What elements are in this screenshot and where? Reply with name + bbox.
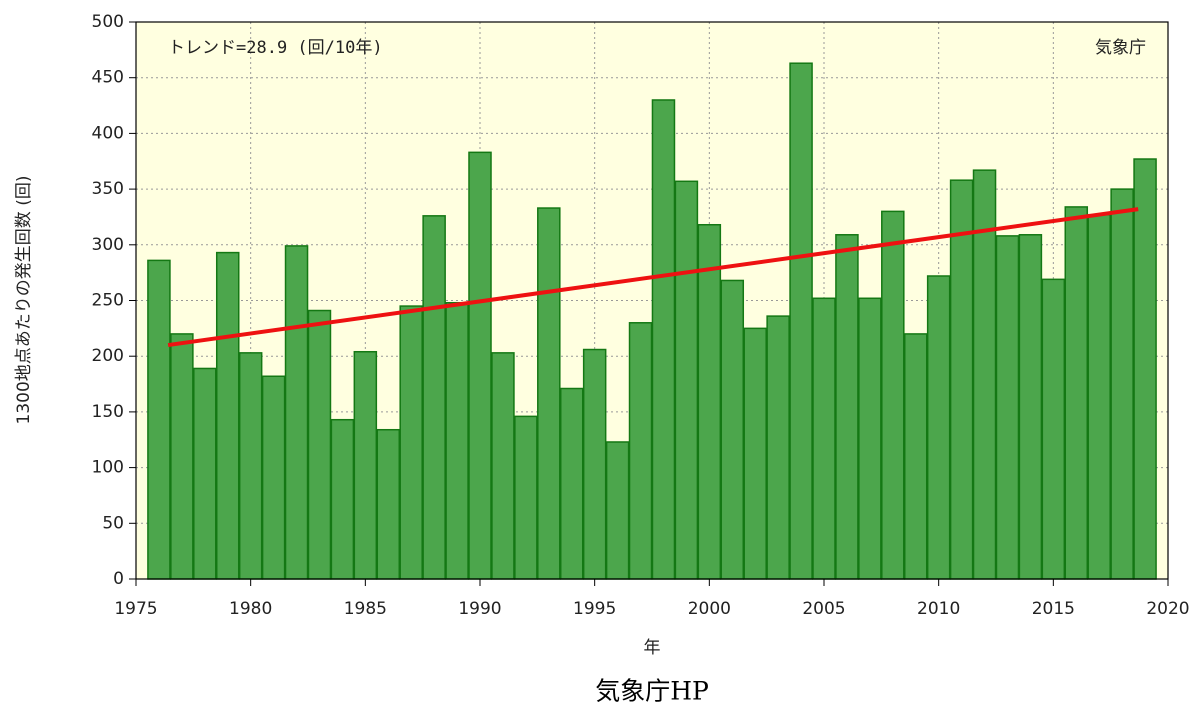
bar [238,352,263,580]
bar [215,251,240,580]
y-tick-label: 250 [92,291,124,311]
bar [1110,188,1134,580]
bar [261,375,286,580]
bar [537,207,561,580]
y-tick-label: 0 [113,569,124,589]
bar [812,297,836,580]
y-tick-label: 350 [92,179,124,199]
bar [1018,234,1043,580]
y-tick-label: 500 [92,12,124,32]
trend-line [167,207,1139,348]
x-tick-label: 2020 [1146,599,1189,619]
bar [422,215,446,580]
foreground [167,207,1139,348]
bar [491,352,515,580]
x-tick-label: 2000 [688,599,731,619]
x-axis-label: 年 [644,638,661,658]
bar [835,234,859,580]
bar [399,305,423,580]
x-tick-label: 1975 [114,599,157,619]
bar [697,223,722,580]
y-axis-label: 1300地点あたりの発生回数 (回) [14,176,34,425]
bar [674,180,699,580]
trend-annotation: トレンド=28.9 (回/10年) [168,38,383,58]
bar [628,322,653,580]
bar [605,441,630,580]
bar [582,348,607,580]
y-tick-label: 200 [92,346,124,366]
bar [858,297,882,580]
bar [468,151,492,580]
bar [445,301,469,580]
y-tick-label: 100 [92,458,124,478]
bar [766,315,790,580]
bar [926,275,951,580]
bar [743,327,767,580]
bar [147,259,171,580]
bar [353,350,378,580]
source-annotation: 気象庁 [1095,38,1146,58]
bar [330,418,355,580]
caption: 気象庁HP [595,677,709,706]
x-tick-label: 1985 [344,599,387,619]
bar [514,415,538,580]
bar [789,62,813,580]
x-tick-label: 2005 [802,599,845,619]
bar [193,367,217,580]
x-tick-label: 1980 [229,599,272,619]
bar [1133,158,1157,580]
x-tick-label: 2015 [1032,599,1075,619]
bar [949,179,974,580]
bar [1087,213,1111,580]
bar [720,279,745,580]
bar [307,309,332,580]
y-tick-label: 400 [92,123,124,143]
bar [651,99,676,580]
bar [903,333,928,580]
x-tick-label: 2010 [917,599,960,619]
bar [881,210,905,580]
bar [1064,206,1089,580]
y-tick-label: 300 [92,235,124,255]
bar [376,428,401,580]
x-tick-label: 1990 [458,599,501,619]
bar [1041,278,1066,580]
y-tick-label: 450 [92,68,124,88]
bar [170,333,194,580]
bar [995,235,1020,580]
y-tick-label: 50 [102,513,124,533]
bar [559,387,584,580]
bar [284,245,309,580]
y-tick-label: 150 [92,402,124,422]
x-tick-label: 1995 [573,599,616,619]
bars [147,62,1157,580]
